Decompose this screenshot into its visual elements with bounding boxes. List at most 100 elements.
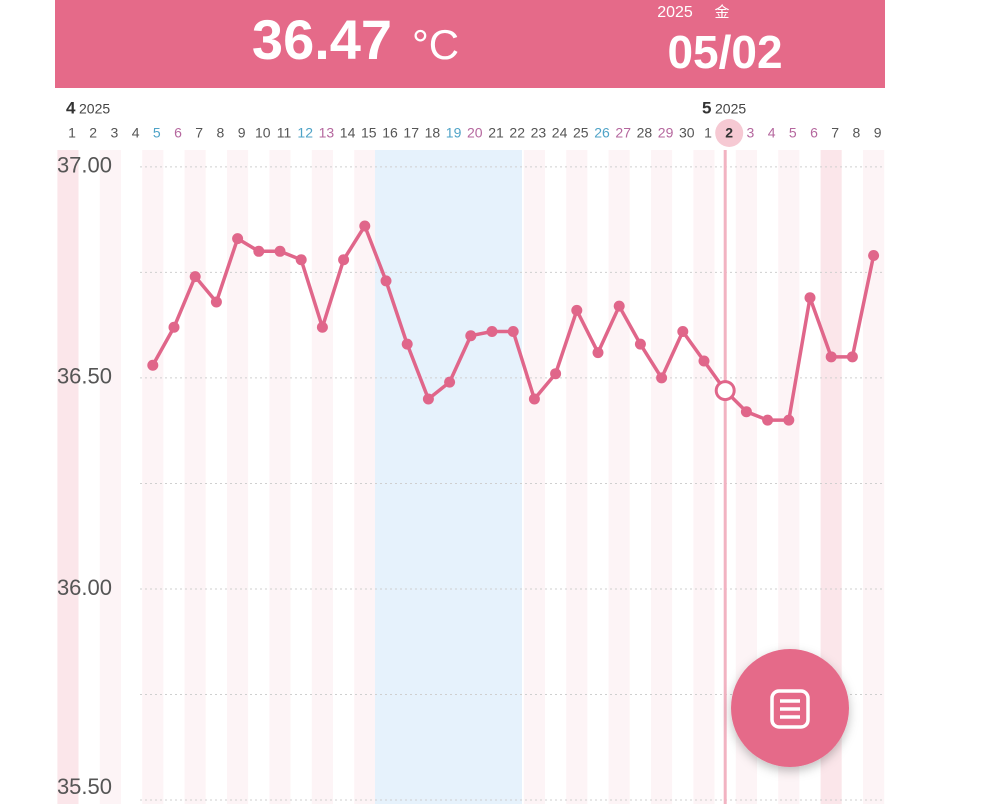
point <box>232 233 244 245</box>
day-label: 16 <box>382 125 398 141</box>
day-label: 8 <box>217 125 225 141</box>
y-tick-label: 37.00 <box>57 153 112 178</box>
plot: 37.00 36.50 36.00 35.50 <box>57 150 885 804</box>
day-stripe <box>57 150 79 804</box>
day-label: 17 <box>403 125 419 141</box>
day-label: 6 <box>810 125 818 141</box>
y-tick-label: 36.50 <box>57 364 112 389</box>
day-label: 1 <box>47 125 55 141</box>
day-stripe <box>163 150 185 804</box>
day-label: 3 <box>747 125 755 141</box>
point <box>698 355 710 367</box>
point <box>274 245 286 257</box>
day-label: 8 <box>853 125 861 141</box>
day-stripe <box>227 150 249 804</box>
point <box>740 406 752 418</box>
fab[interactable] <box>731 649 849 767</box>
day-stripe <box>205 150 227 804</box>
day-label: 5 <box>153 125 161 141</box>
day-label: 22 <box>509 125 525 141</box>
highlight-band <box>375 150 522 804</box>
day-label: 3 <box>111 125 119 141</box>
point <box>656 372 668 384</box>
point <box>295 254 307 266</box>
day-stripe <box>672 150 694 804</box>
day-label: 4 <box>132 125 140 141</box>
day-label: 1 <box>704 125 712 141</box>
header-bar <box>55 0 885 88</box>
day-label: 9 <box>238 125 246 141</box>
point <box>210 296 222 308</box>
point <box>338 254 350 266</box>
day-stripe <box>863 150 885 804</box>
day-stripe <box>820 150 842 804</box>
day-label: 23 <box>531 125 547 141</box>
day-stripe <box>311 150 333 804</box>
day-stripe <box>608 150 630 804</box>
day-label: 18 <box>425 125 441 141</box>
day-label: 26 <box>594 125 610 141</box>
day-label: 29 <box>658 125 674 141</box>
day-label: 2 <box>89 125 97 141</box>
day-stripe <box>841 150 863 804</box>
day-stripe <box>523 150 545 804</box>
day-label: 6 <box>174 125 182 141</box>
day-label: 12 <box>297 125 313 141</box>
point <box>486 325 498 337</box>
point <box>571 304 583 316</box>
day-label: 20 <box>467 125 483 141</box>
month-year-label: 2025 <box>715 101 746 117</box>
day-label: 25 <box>573 125 589 141</box>
day-stripe <box>693 150 715 804</box>
point <box>316 321 328 333</box>
point <box>168 321 180 333</box>
day-stripe <box>55 150 58 804</box>
point <box>825 351 837 363</box>
point <box>846 351 858 363</box>
weekday: 金 <box>714 4 729 21</box>
point <box>783 414 795 426</box>
day-stripe <box>651 150 673 804</box>
day-label: 10 <box>255 125 271 141</box>
point <box>444 376 456 388</box>
day-stripe <box>248 150 270 804</box>
point <box>507 325 519 337</box>
day-label: 24 <box>552 125 568 141</box>
day-label: 14 <box>340 125 356 141</box>
point <box>804 292 816 304</box>
day-stripe <box>290 150 312 804</box>
y-tick-label: 36.00 <box>57 575 112 600</box>
point <box>189 271 201 283</box>
day-label: 9 <box>874 125 882 141</box>
day-stripe <box>269 150 291 804</box>
point <box>868 250 880 262</box>
point <box>147 359 159 371</box>
day-stripe <box>587 150 609 804</box>
selected-day-bg <box>715 119 744 147</box>
day-label: 21 <box>488 125 504 141</box>
day-stripe <box>545 150 567 804</box>
day-label: 7 <box>195 125 203 141</box>
day-stripe <box>629 150 651 804</box>
day-stripe <box>778 150 800 804</box>
selected-point <box>714 380 736 402</box>
day-stripe <box>78 150 100 804</box>
point <box>677 325 689 337</box>
point <box>422 393 434 405</box>
day-label: 27 <box>615 125 631 141</box>
day-stripe <box>735 150 757 804</box>
point <box>550 368 562 380</box>
point <box>465 330 477 342</box>
day-stripe <box>354 150 376 804</box>
point <box>613 300 625 312</box>
fab-icon <box>770 689 810 729</box>
day-stripe <box>333 150 355 804</box>
day-label: 30 <box>679 125 695 141</box>
point <box>634 338 646 350</box>
day-label: 1 <box>68 125 76 141</box>
temperature: 36.47 <box>252 8 392 71</box>
point <box>253 245 265 257</box>
day-stripe <box>566 150 588 804</box>
